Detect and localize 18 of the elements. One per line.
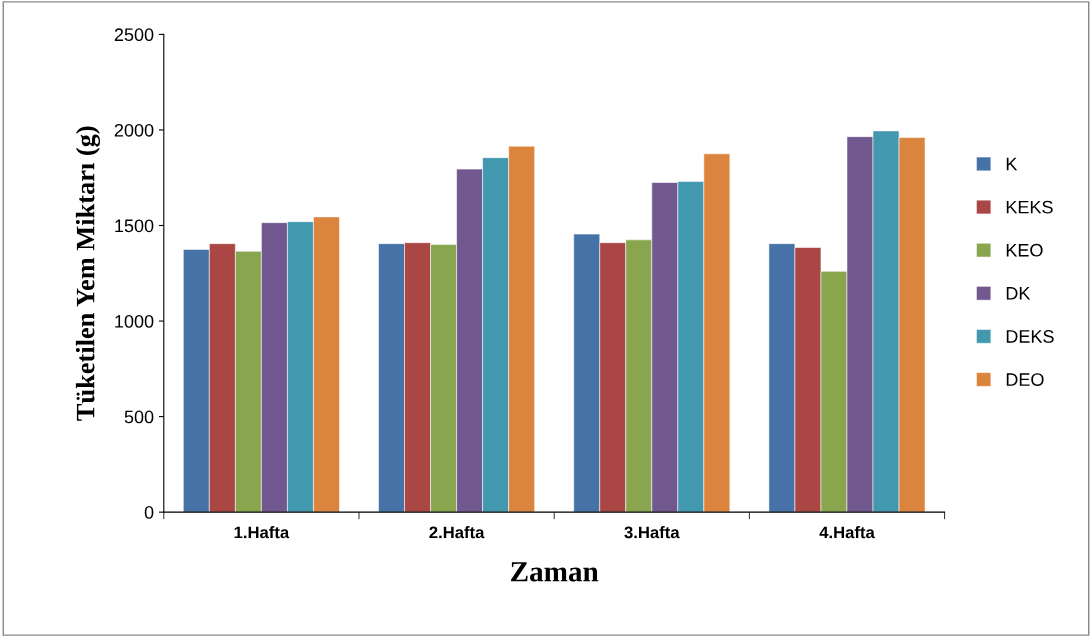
x-tick-label: 1.Hafta [234,526,290,539]
legend-label: KEKS [1006,200,1053,214]
legend-label: DEO [1006,373,1044,386]
x-axis-title: Zaman [511,562,599,582]
y-tick-label: 1500 [115,219,154,233]
x-tick-label: 2.Hafta [429,526,485,539]
x-tick-label: 3.Hafta [624,526,680,539]
legend-label: KEO [1006,243,1043,257]
y-tick-label: 500 [124,410,154,424]
legend-label: K [1006,157,1018,171]
y-tick-label: 1000 [115,314,154,328]
y-tick-label: 2500 [114,28,154,42]
y-axis-title: Tüketilen Yem Miktarı (g) [75,126,101,421]
legend-label: DEKS [1006,330,1054,343]
legend-label: DK [1006,287,1031,300]
y-tick-label: 2000 [114,123,154,137]
x-tick-label: 4.Hafta [819,526,875,539]
y-tick-label: 0 [144,506,154,519]
